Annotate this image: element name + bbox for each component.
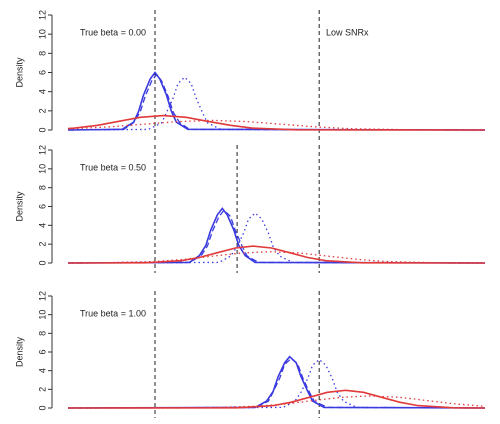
y-tick-label: 12 xyxy=(37,291,47,301)
y-tick-label: 2 xyxy=(37,108,47,113)
density-curve xyxy=(67,395,486,409)
density-curve xyxy=(67,76,486,131)
y-tick-label: 6 xyxy=(37,204,47,209)
y-tick-label: 6 xyxy=(37,70,47,75)
y-axis-label: Density xyxy=(14,57,24,88)
y-tick-label: 10 xyxy=(37,310,47,320)
y-tick-label: 8 xyxy=(37,185,47,190)
density-curve xyxy=(67,212,486,264)
density-curve xyxy=(67,207,486,264)
density-curve xyxy=(67,114,486,131)
y-tick-label: 4 xyxy=(37,223,47,228)
density-curve xyxy=(67,71,486,131)
y-tick-label: 0 xyxy=(37,127,47,132)
y-tick-label: 2 xyxy=(37,242,47,247)
density-curve xyxy=(67,357,486,409)
density-curve xyxy=(67,389,486,409)
y-tick-label: 4 xyxy=(37,368,47,373)
y-tick-label: 10 xyxy=(37,29,47,39)
y-tick-label: 12 xyxy=(37,10,47,20)
y-tick-label: 2 xyxy=(37,387,47,392)
panel-annotation: True beta = 0.50 xyxy=(80,162,146,172)
density-curve xyxy=(67,209,486,264)
density-curve xyxy=(67,119,486,131)
y-tick-label: 0 xyxy=(37,405,47,410)
y-tick-label: 8 xyxy=(37,51,47,56)
y-tick-label: 12 xyxy=(37,145,47,155)
density-curve xyxy=(67,73,486,131)
y-axis-label: Density xyxy=(14,336,24,367)
y-tick-label: 0 xyxy=(37,260,47,265)
y-axis-label: Density xyxy=(14,191,24,222)
panel-annotation: True beta = 0.00 xyxy=(80,27,146,37)
y-tick-label: 6 xyxy=(37,349,47,354)
y-tick-label: 4 xyxy=(37,89,47,94)
y-tick-label: 8 xyxy=(37,331,47,336)
y-tick-label: 10 xyxy=(37,164,47,174)
panel-note: Low SNRx xyxy=(326,27,369,37)
panel-annotation: True beta = 1.00 xyxy=(80,308,146,318)
density-curve xyxy=(67,355,486,409)
density-curve xyxy=(67,251,486,264)
density-curve xyxy=(67,245,486,264)
